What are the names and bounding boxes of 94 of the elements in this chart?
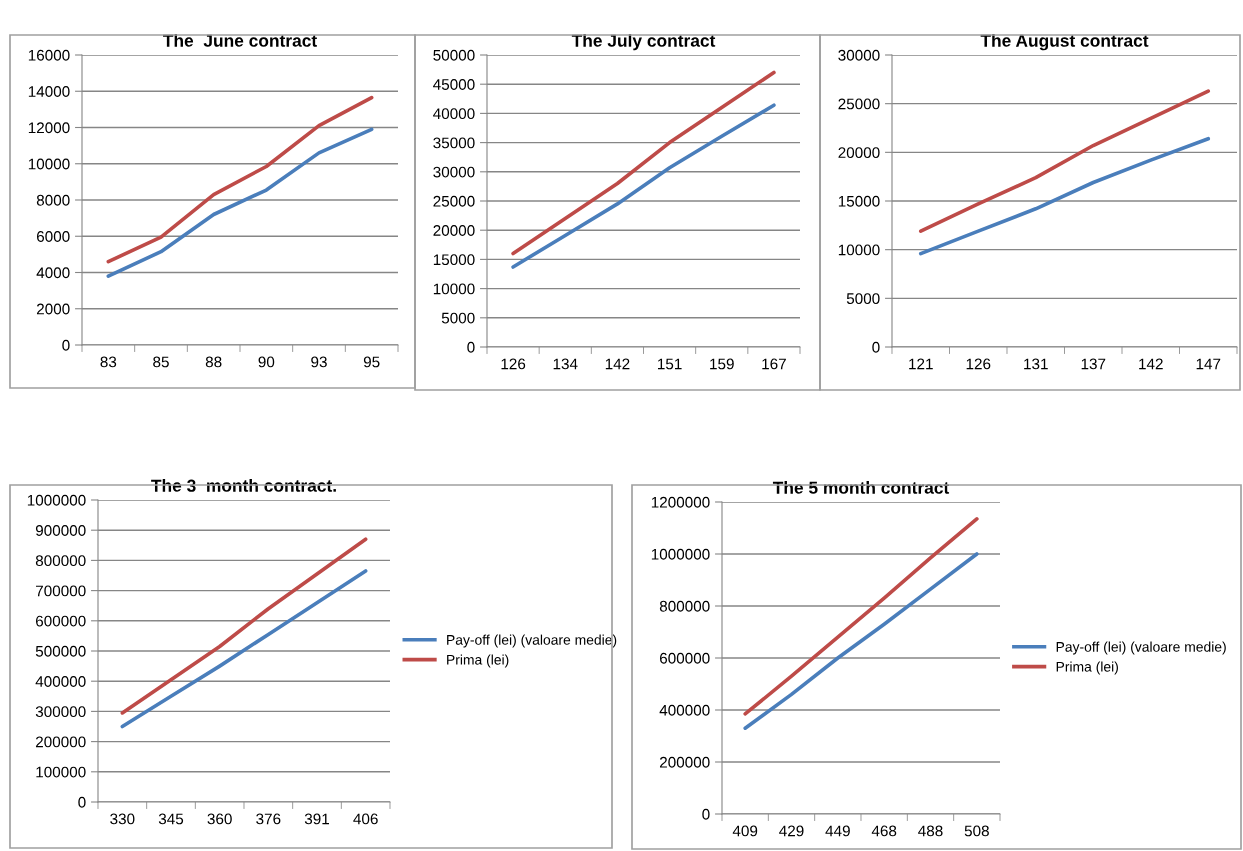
y-tick-label: 14000 — [28, 86, 70, 97]
y-tick-label: 35000 — [433, 137, 475, 149]
x-tick-label: 376 — [256, 813, 281, 825]
line-series — [120, 537, 368, 715]
y-tick-label: 1000000 — [27, 494, 86, 506]
x-tick-label: 134 — [553, 358, 578, 370]
y-tick-label: 200000 — [659, 756, 710, 768]
y-tick-label: 50000 — [433, 49, 475, 61]
y-tick-label: 30000 — [838, 49, 880, 61]
x-tick-label: 90 — [258, 356, 275, 368]
y-tick-label: 2000 — [36, 303, 70, 315]
x-tick-label: 449 — [825, 825, 850, 837]
y-tick-label: 400000 — [659, 704, 710, 716]
legend-label: Prima (lei) — [447, 654, 509, 668]
x-tick-label: 391 — [304, 813, 329, 825]
y-tick-label: 15000 — [433, 254, 475, 266]
x-tick-label: 88 — [205, 356, 222, 368]
chart-title: The August contract — [980, 34, 1149, 51]
line-series — [743, 552, 979, 731]
chart-title: The June contract — [163, 34, 317, 47]
chart-title: The 3 month contract. — [151, 479, 336, 492]
y-tick-label: 800000 — [35, 555, 86, 567]
y-tick-label: 5000 — [441, 312, 475, 324]
line-series — [106, 95, 374, 264]
y-tick-label: 12000 — [28, 122, 70, 134]
line-series — [106, 127, 374, 278]
x-tick-label: 83 — [100, 356, 117, 368]
y-tick-label: 25000 — [838, 98, 880, 110]
x-tick-label: 360 — [207, 813, 232, 825]
x-tick-label: 121 — [909, 358, 933, 370]
y-tick-label: 30000 — [433, 166, 475, 178]
x-tick-label: 93 — [311, 356, 327, 368]
y-tick-label: 0 — [62, 339, 70, 351]
x-tick-label: 85 — [153, 356, 169, 368]
x-tick-label: 409 — [732, 825, 758, 837]
legend-label: Prima (lei) — [1056, 661, 1118, 675]
x-tick-label: 488 — [918, 825, 943, 837]
line-series — [918, 136, 1211, 256]
x-tick-label: 142 — [605, 358, 630, 370]
y-tick-label: 400000 — [35, 676, 86, 687]
y-tick-label: 10000 — [838, 244, 880, 256]
x-tick-label: 429 — [779, 825, 804, 837]
y-tick-label: 20000 — [838, 147, 880, 159]
x-tick-label: 142 — [1139, 358, 1163, 370]
x-tick-label: 159 — [710, 358, 734, 370]
y-tick-label: 500000 — [35, 645, 86, 657]
x-tick-label: 95 — [363, 356, 380, 368]
x-tick-label: 167 — [762, 358, 786, 370]
chart-title: The 5 month contract — [772, 481, 950, 494]
y-tick-label: 1000000 — [651, 548, 710, 560]
x-tick-label: 345 — [158, 813, 184, 825]
y-tick-label: 10000 — [433, 283, 475, 295]
x-tick-label: 137 — [1081, 358, 1106, 370]
y-tick-label: 1200000 — [651, 496, 710, 508]
x-tick-label: 147 — [1196, 358, 1221, 370]
x-tick-label: 126 — [501, 358, 526, 370]
y-tick-label: 600000 — [36, 615, 86, 627]
y-tick-label: 15000 — [838, 195, 880, 207]
y-tick-label: 600000 — [659, 652, 710, 664]
y-tick-label: 25000 — [433, 195, 475, 207]
y-tick-label: 20000 — [433, 225, 475, 236]
y-tick-label: 0 — [78, 796, 86, 808]
line-series — [511, 103, 776, 269]
y-tick-label: 300000 — [35, 706, 86, 718]
x-tick-label: 406 — [353, 813, 378, 825]
x-tick-label: 468 — [871, 825, 897, 837]
y-tick-label: 700000 — [36, 585, 86, 597]
y-tick-label: 100000 — [36, 766, 86, 778]
chart-title: The July contract — [571, 34, 716, 51]
x-tick-label: 126 — [966, 358, 991, 370]
y-tick-label: 6000 — [36, 231, 70, 242]
y-tick-label: 10000 — [28, 158, 70, 170]
y-tick-label: 0 — [702, 808, 710, 820]
y-tick-label: 8000 — [36, 194, 70, 206]
x-tick-label: 131 — [1024, 358, 1048, 370]
line-series — [511, 70, 776, 256]
y-tick-label: 40000 — [433, 108, 475, 120]
line-series — [743, 517, 979, 716]
line-series — [918, 89, 1211, 233]
x-tick-label: 330 — [110, 813, 135, 825]
y-tick-label: 45000 — [433, 79, 475, 90]
y-tick-label: 800000 — [659, 600, 710, 612]
y-tick-label: 16000 — [28, 49, 70, 61]
x-tick-label: 151 — [658, 358, 682, 370]
legend-label: Pay-off (lei) (valoare medie) — [447, 634, 617, 648]
x-tick-label: 508 — [964, 825, 989, 837]
y-tick-label: 200000 — [35, 736, 86, 748]
y-tick-label: 0 — [467, 341, 475, 353]
line-series — [120, 569, 368, 729]
y-tick-label: 900000 — [35, 525, 86, 536]
y-tick-label: 4000 — [36, 267, 70, 279]
legend-label: Pay-off (lei) (valoare medie) — [1056, 641, 1226, 655]
y-tick-label: 5000 — [846, 293, 880, 305]
y-tick-label: 0 — [872, 341, 880, 353]
